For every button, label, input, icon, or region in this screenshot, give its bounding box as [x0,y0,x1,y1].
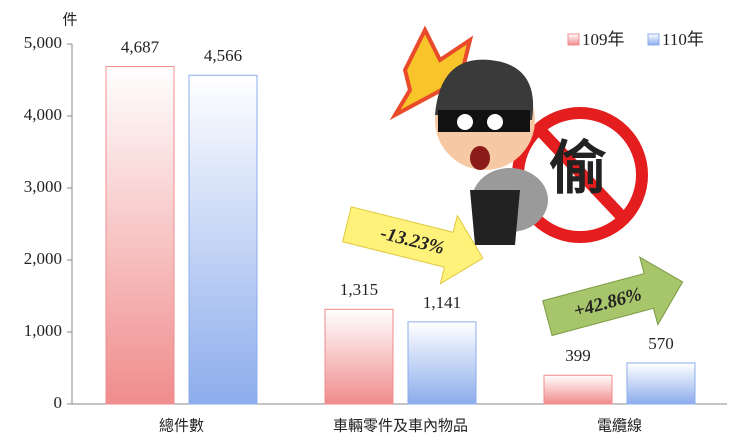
legend-swatch [648,34,659,45]
chart: 件 偷 -13.23% +42.86% 01,0002,0003,0004,00… [0,0,729,439]
bar [189,75,257,404]
value-label: 4,687 [121,37,160,56]
value-label: 1,315 [340,280,378,299]
value-label: 570 [648,334,674,353]
value-label: 4,566 [204,46,242,65]
bar [627,363,695,404]
y-tick-label: 0 [54,393,63,412]
bar [408,322,476,404]
value-label: 1,141 [423,293,461,312]
y-tick-label: 1,000 [24,321,62,340]
legend-label: 110年 [662,30,704,49]
y-tick-label: 4,000 [24,105,62,124]
bar [544,375,612,404]
bar [325,309,393,404]
value-label: 399 [565,346,591,365]
bar [106,67,174,404]
y-tick-label: 5,000 [24,33,62,52]
y-unit: 件 [62,11,77,29]
x-tick-label: 電纜線 [597,417,642,435]
legend-swatch [568,34,579,45]
sign-text: 偷 [549,134,607,202]
x-tick-label: 總件數 [159,417,204,435]
y-tick-label: 2,000 [24,249,62,268]
y-tick-label: 3,000 [24,177,62,196]
x-tick-label: 車輛零件及車內物品 [333,417,468,435]
legend-label: 109年 [582,30,625,49]
